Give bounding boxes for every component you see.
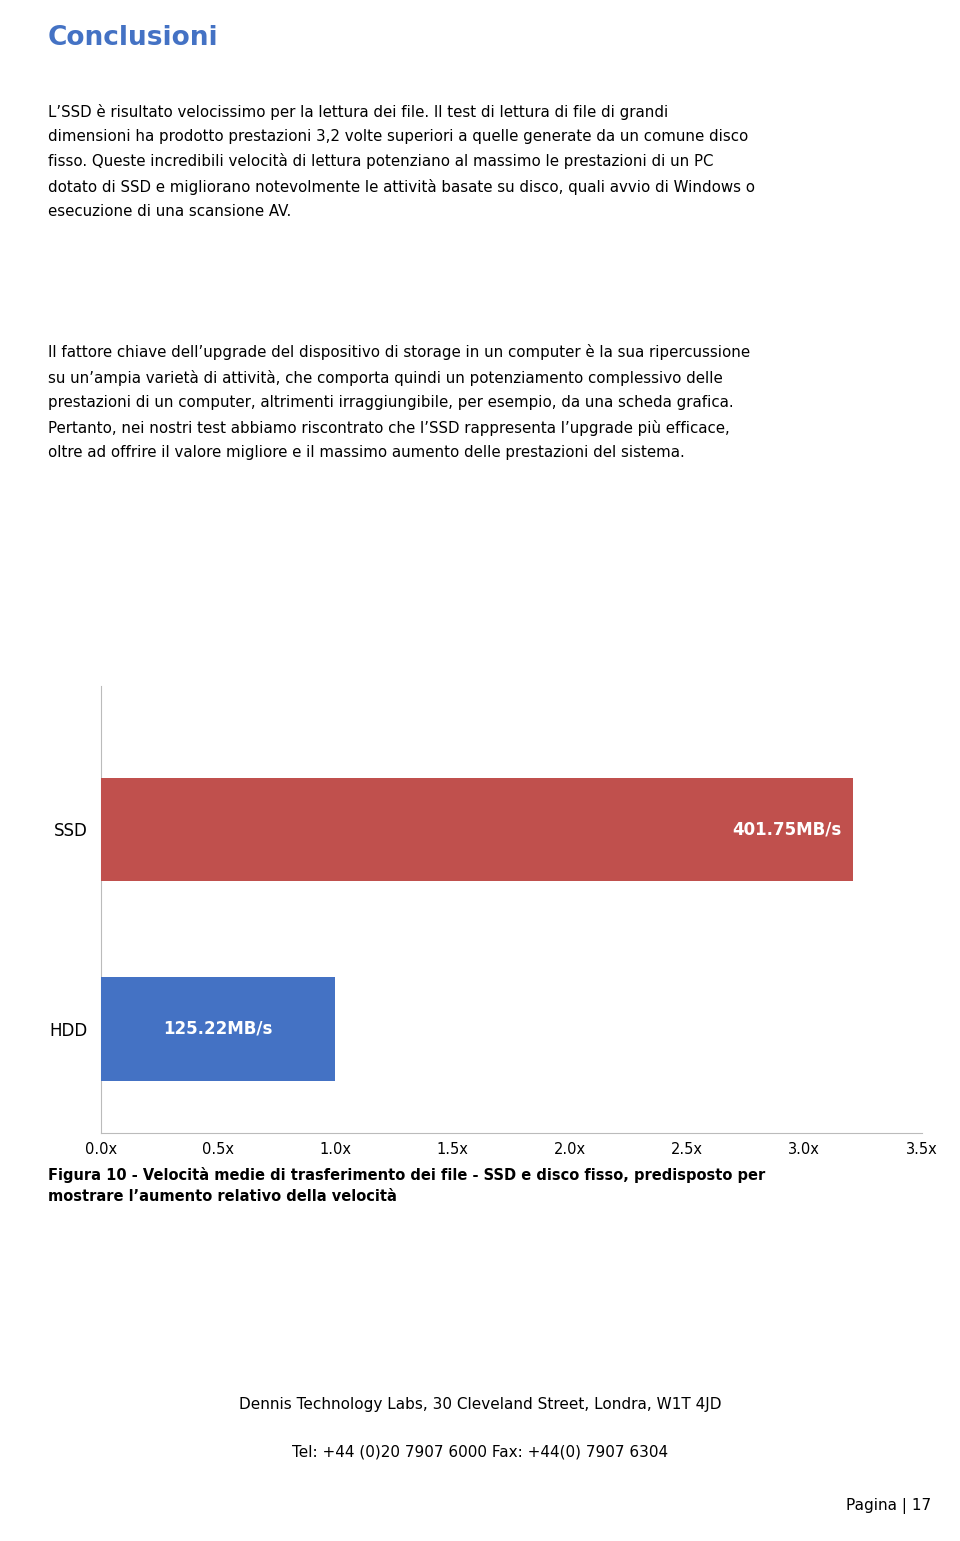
Bar — [101, 977, 335, 1080]
Text: Pagina | 17: Pagina | 17 — [846, 1498, 931, 1515]
Text: Dennis Technology Labs, 30 Cleveland Street, Londra, W1T 4JD: Dennis Technology Labs, 30 Cleveland Str… — [239, 1398, 721, 1412]
Bar — [101, 778, 853, 881]
Text: L’SSD è risultato velocissimo per la lettura dei file. Il test di lettura di fil: L’SSD è risultato velocissimo per la let… — [48, 103, 755, 219]
Text: Tel: +44 (0)20 7907 6000 Fax: +44(0) 7907 6304: Tel: +44 (0)20 7907 6000 Fax: +44(0) 790… — [292, 1445, 668, 1459]
Text: 401.75MB/s: 401.75MB/s — [732, 820, 842, 838]
Text: Conclusioni: Conclusioni — [48, 25, 219, 51]
Text: 125.22MB/s: 125.22MB/s — [163, 1020, 273, 1039]
Text: Il fattore chiave dell’upgrade del dispositivo di storage in un computer è la su: Il fattore chiave dell’upgrade del dispo… — [48, 344, 750, 459]
Text: Figura 10 - Velocità medie di trasferimento dei file - SSD e disco fisso, predis: Figura 10 - Velocità medie di trasferime… — [48, 1167, 765, 1204]
